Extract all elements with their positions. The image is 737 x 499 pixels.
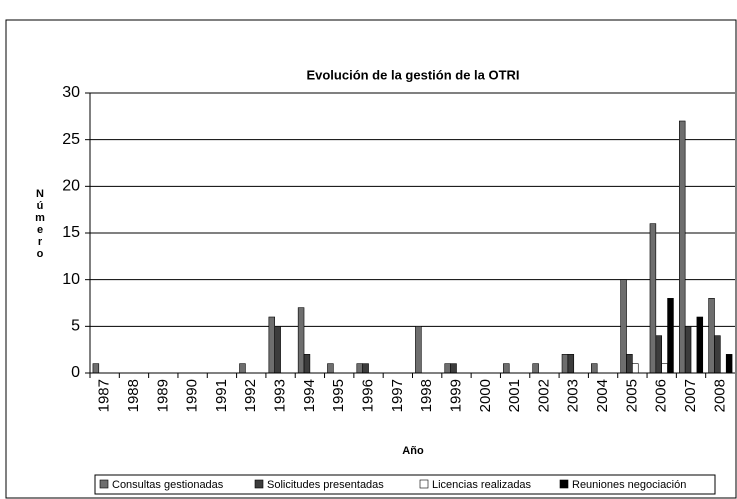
bar (327, 363, 334, 374)
bar (661, 363, 668, 374)
bar (450, 363, 457, 374)
x-tick-label: 1999 (447, 379, 464, 412)
x-tick-label: 1988 (125, 379, 142, 412)
legend-label: Reuniones negociación (572, 479, 686, 491)
bar (678, 120, 686, 374)
bar (362, 363, 369, 374)
bar (532, 363, 539, 374)
chart-title: Evolución de la gestión de la OTRI (306, 67, 519, 82)
bar (655, 335, 663, 374)
bar (684, 326, 692, 374)
bar (725, 354, 733, 374)
y-tick-label: 15 (62, 224, 80, 241)
legend-label: Solicitudes presentadas (267, 479, 384, 491)
x-tick-label: 2008 (711, 379, 728, 412)
x-tick-label: 1993 (272, 379, 289, 412)
bar (708, 298, 715, 374)
bar (356, 363, 363, 374)
x-tick-label: 1994 (301, 379, 318, 412)
bar (696, 316, 704, 374)
bar (268, 316, 276, 374)
bar (620, 279, 627, 374)
x-tick-label: 1992 (242, 379, 259, 412)
x-tick-label: 2003 (565, 379, 582, 412)
legend-label: Consultas gestionadas (112, 479, 224, 491)
bar (561, 354, 569, 374)
chart-frame (5, 19, 737, 499)
y-tick-label: 10 (62, 271, 80, 288)
legend-swatch (99, 479, 109, 489)
bar (297, 307, 305, 374)
x-tick-label: 1991 (213, 379, 230, 412)
x-tick-label: 2001 (506, 379, 523, 412)
bar (649, 223, 657, 374)
y-tick-label: 30 (62, 84, 80, 101)
bar (444, 363, 451, 374)
bar (303, 354, 311, 374)
legend-label: Licencias realizadas (432, 479, 532, 491)
x-tick-label: 2002 (535, 379, 552, 412)
legend-swatch (559, 479, 569, 489)
x-tick-label: 2006 (653, 379, 670, 412)
legend-swatch (419, 479, 429, 489)
bar (626, 354, 633, 374)
x-tick-label: 1987 (96, 379, 113, 412)
bar (567, 354, 575, 374)
x-tick-label: 1989 (154, 379, 171, 412)
y-tick-label: 25 (62, 131, 80, 148)
x-tick-label: 2007 (682, 379, 699, 412)
x-tick-label: 1998 (418, 379, 435, 412)
bar (503, 363, 510, 374)
bar (714, 335, 721, 374)
x-tick-label: 1990 (184, 379, 201, 412)
x-tick-label: 2005 (623, 379, 640, 412)
x-axis-label: Año (402, 445, 424, 457)
bar (591, 363, 598, 374)
y-tick-label: 20 (62, 178, 80, 195)
bar (92, 363, 100, 374)
x-tick-label: 2000 (477, 379, 494, 412)
y-tick-label: 5 (71, 318, 80, 335)
x-tick-label: 1995 (330, 379, 347, 412)
bar (415, 326, 422, 374)
x-tick-label: 1996 (359, 379, 376, 412)
bar (239, 363, 246, 374)
x-tick-label: 1997 (389, 379, 406, 412)
bar (667, 298, 674, 374)
x-tick-label: 2004 (594, 379, 611, 412)
legend-swatch (254, 479, 264, 489)
y-axis-label: Número (34, 188, 46, 260)
bar (632, 363, 639, 374)
bar (274, 326, 281, 374)
y-tick-label: 0 (71, 364, 80, 381)
